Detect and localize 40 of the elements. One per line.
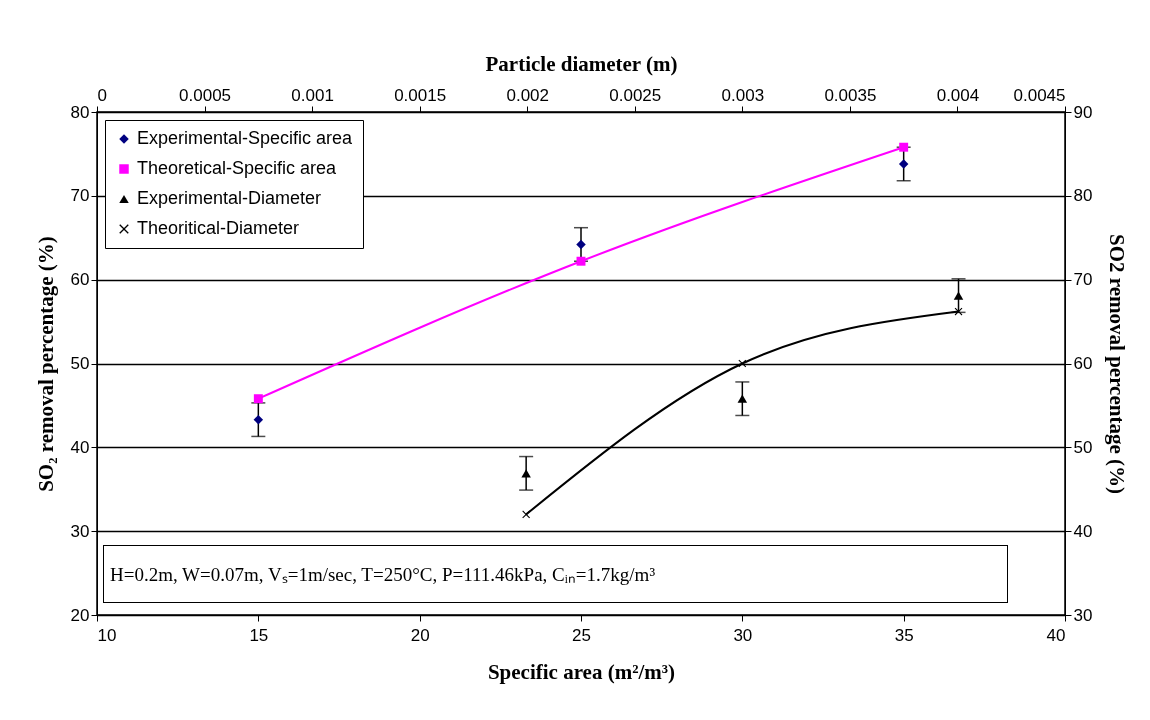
y2-tick-label: 30 [1073, 605, 1093, 625]
x2-tick-label: 0.0035 [824, 85, 877, 105]
x-axis-title: Specific area (m²/m³) [487, 659, 676, 684]
y2-tick-label: 90 [1073, 102, 1093, 122]
x-tick-label: 40 [1046, 625, 1066, 645]
y-tick-label: 80 [70, 102, 90, 122]
x2-tick-label: 0.004 [936, 85, 980, 105]
y2-tick-label: 60 [1073, 354, 1093, 373]
x2-tick-label: 0.0005 [179, 85, 232, 105]
x-tick-label: 30 [733, 625, 753, 645]
legend-label: Experimental-Specific area [137, 128, 354, 148]
x2-tick-label: 0.003 [721, 85, 765, 105]
y2-tick-label: 40 [1073, 521, 1093, 541]
y-tick-label: 50 [70, 354, 90, 373]
x2-tick-label: 0.0015 [394, 85, 447, 105]
x-tick-label: 25 [572, 625, 591, 645]
y-axis-title: SO₂ removal percentage (%) [33, 236, 58, 492]
x2-tick-label: 0.002 [506, 85, 549, 105]
legend-label: Theoretical-Specific area [137, 158, 338, 178]
note-box: H=0.2m, W=0.07m, Vₛ=1m/sec, T=250°C, P=111.46kPa, Cᵢₙ=1.7kg/m³ [103, 545, 1009, 603]
y-tick-label: 60 [70, 270, 90, 290]
y2-tick-label: 50 [1073, 437, 1093, 457]
legend-label: Theoritical-Diameter [137, 218, 300, 238]
x-tick-label: 10 [97, 625, 117, 645]
y-tick-label: 30 [70, 521, 90, 541]
x2-axis-title: Particle diameter (m) [485, 51, 678, 76]
y2-tick-label: 70 [1073, 270, 1093, 290]
x2-tick-label: 0.001 [291, 85, 334, 105]
y2-axis-title: SO2 removal percentage (%) [1105, 234, 1130, 494]
x-tick-label: 35 [894, 625, 914, 645]
x2-tick-label: 0.0025 [609, 85, 662, 105]
x2-tick-label: 0.0045 [1013, 85, 1066, 105]
y-tick-label: 20 [70, 605, 90, 625]
y-tick-label: 70 [70, 186, 90, 206]
y2-tick-label: 80 [1073, 186, 1093, 206]
x2-tick-label: 0 [97, 85, 107, 105]
x-tick-label: 15 [249, 625, 269, 645]
y-tick-label: 40 [70, 437, 90, 457]
legend-label: Experimental-Diameter [137, 188, 322, 208]
x-tick-label: 20 [410, 625, 430, 645]
